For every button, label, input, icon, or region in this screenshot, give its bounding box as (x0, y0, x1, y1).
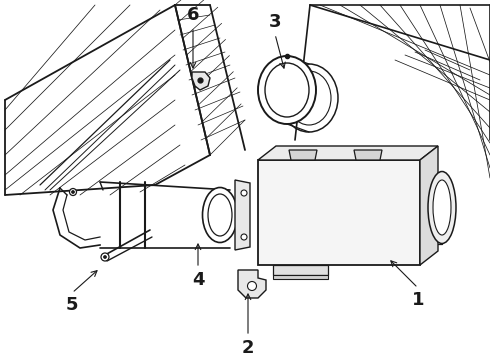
Text: 6: 6 (187, 6, 199, 24)
Polygon shape (235, 180, 250, 250)
Polygon shape (420, 146, 438, 265)
Polygon shape (258, 146, 438, 160)
Ellipse shape (208, 194, 232, 236)
Circle shape (70, 189, 76, 195)
Text: 3: 3 (269, 13, 281, 31)
Bar (273, 265, 328, 275)
Circle shape (103, 256, 106, 258)
Circle shape (101, 253, 109, 261)
Circle shape (247, 282, 256, 291)
Text: 5: 5 (66, 296, 78, 314)
Text: 4: 4 (192, 271, 204, 289)
Polygon shape (192, 72, 210, 90)
Polygon shape (238, 270, 266, 298)
Bar (273, 275, 328, 279)
Polygon shape (289, 150, 317, 160)
Polygon shape (354, 150, 382, 160)
Ellipse shape (258, 56, 316, 124)
Ellipse shape (428, 171, 456, 243)
Circle shape (241, 234, 247, 240)
Ellipse shape (202, 188, 238, 243)
Text: 1: 1 (412, 291, 424, 309)
Bar (258, 160, 420, 265)
Circle shape (241, 190, 247, 196)
Circle shape (72, 190, 74, 194)
Ellipse shape (433, 180, 451, 235)
Ellipse shape (265, 63, 309, 117)
Text: 2: 2 (242, 339, 254, 357)
